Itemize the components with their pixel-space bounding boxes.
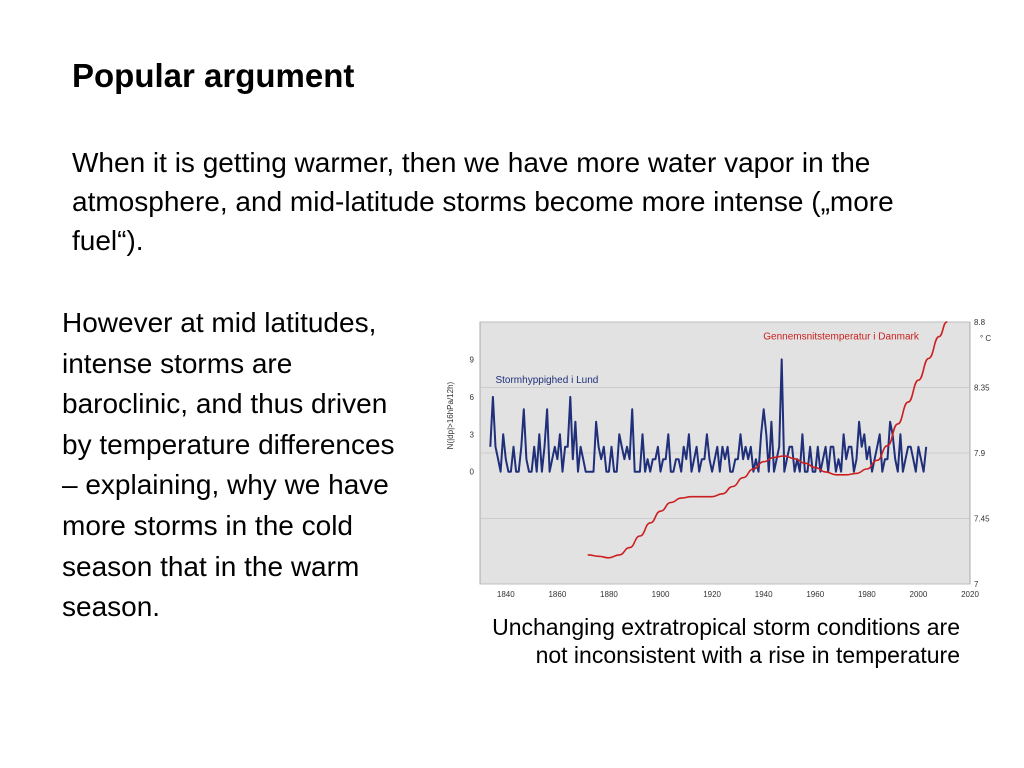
right-axis-ticks: 7 7.45 7.9 8.35 8.8 (974, 318, 990, 589)
right-tick-label: 7 (974, 580, 979, 589)
x-tick-label: 2000 (910, 590, 928, 599)
x-tick-label: 1980 (858, 590, 876, 599)
storm-series-label: Stormhyppighed i Lund (495, 375, 598, 386)
right-axis-unit: ° C (980, 334, 991, 343)
x-tick-label: 1940 (755, 590, 773, 599)
storm-temperature-chart: 0 3 6 9 7 7.45 7.9 8.35 8.8 1840 1860 1880 1900 192… (446, 318, 991, 599)
left-axis-label: N(|dp|>16hPa/12h) (446, 381, 455, 449)
chart-caption: Unchanging extratropical storm condition… (492, 614, 960, 668)
left-tick-label: 9 (470, 355, 475, 364)
x-tick-label: 1840 (497, 590, 515, 599)
left-tick-label: 6 (470, 393, 475, 402)
temperature-line (587, 321, 948, 559)
x-tick-label: 2020 (961, 590, 979, 599)
left-axis-ticks: 0 3 6 9 (470, 355, 475, 476)
x-tick-label: 1880 (600, 590, 618, 599)
right-tick-label: 8.8 (974, 318, 986, 327)
right-tick-label: 8.35 (974, 384, 990, 393)
storm-frequency-line (489, 358, 928, 473)
x-tick-label: 1860 (548, 590, 566, 599)
x-tick-label: 1900 (652, 590, 670, 599)
baroclinic-paragraph: However at mid latitudes, intense storms… (62, 307, 395, 623)
x-axis-ticks: 1840 1860 1880 1900 1920 1940 1960 1980 2000 2020 (497, 590, 980, 599)
intro-paragraph: When it is getting warmer, then we have … (72, 147, 894, 256)
slide-title: Popular argument (72, 57, 355, 94)
right-tick-label: 7.45 (974, 515, 990, 524)
x-tick-label: 1960 (806, 590, 824, 599)
x-tick-label: 1920 (703, 590, 721, 599)
left-tick-label: 0 (470, 468, 475, 477)
temperature-series-label: Gennemsnitstemperatur i Danmark (763, 331, 920, 342)
right-tick-label: 7.9 (974, 449, 986, 458)
left-tick-label: 3 (470, 430, 475, 439)
